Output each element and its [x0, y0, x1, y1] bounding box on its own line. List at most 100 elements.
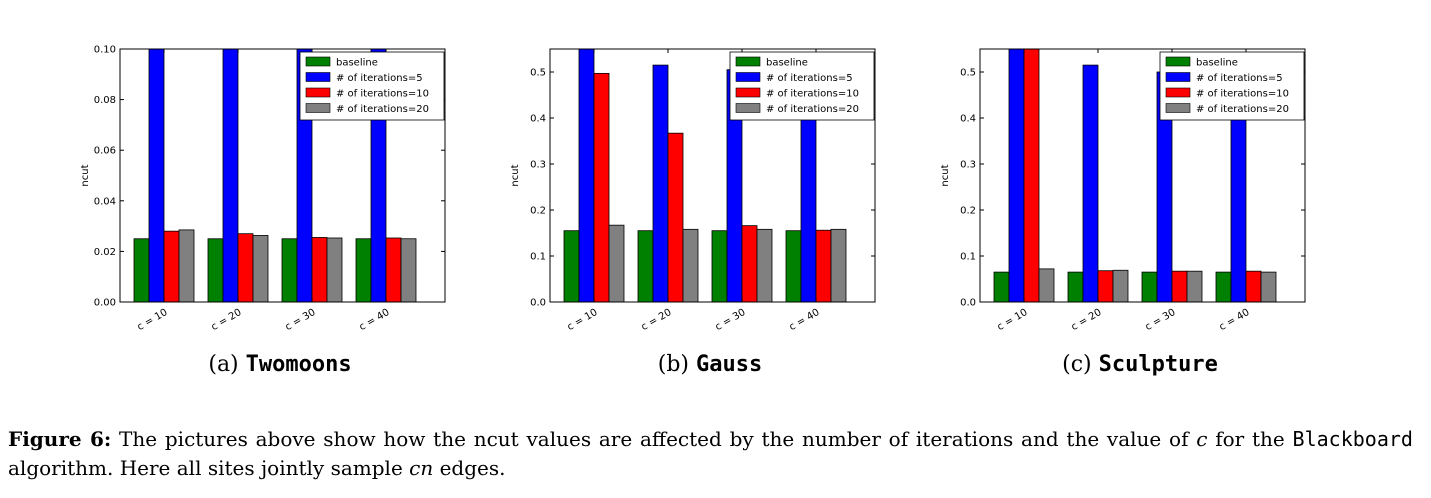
x-tick-label: c = 40 — [357, 307, 391, 333]
x-tick-label: c = 30 — [283, 307, 317, 333]
subcaption-label: (c) — [1062, 352, 1092, 377]
legend-swatch — [1165, 72, 1191, 82]
bar-chart-b: 0.0 0.1 0.2 0.3 0.4 0.5 c = 10 c = 20 c = 30 c = … — [510, 48, 876, 333]
y-tick-label: 0.00 — [94, 298, 116, 309]
y-tick-label: 0.0 — [960, 298, 976, 309]
x-tick-label: c = 20 — [209, 307, 243, 333]
bar--of-iterations-5-1 — [652, 64, 669, 302]
x-tick-label: c = 10 — [995, 307, 1029, 333]
caption-text: for the — [1207, 427, 1293, 451]
bar--of-iterations-20-2 — [326, 237, 343, 302]
x-tick-label: c = 10 — [135, 307, 169, 333]
bar--of-iterations-10-3 — [1245, 270, 1262, 302]
legend-label: # of iterations=10 — [336, 89, 429, 100]
legend-swatch — [735, 72, 761, 82]
x-tick-label: c = 20 — [639, 307, 673, 333]
x-tick-label: c = 30 — [713, 307, 747, 333]
y-tick-label: 0.08 — [94, 95, 116, 106]
bar--of-iterations-10-1 — [237, 233, 254, 302]
legend-label: baseline — [336, 58, 378, 69]
subcaption-name: Twomoons — [245, 352, 352, 377]
bar--of-iterations-20-0 — [608, 224, 625, 302]
bar--of-iterations-10-2 — [311, 237, 328, 302]
bar--of-iterations-10-1 — [1097, 270, 1114, 302]
bar--of-iterations-5-1 — [222, 49, 239, 302]
x-tick-label: c = 20 — [1069, 307, 1103, 333]
bar--of-iterations-20-3 — [1260, 271, 1277, 302]
bar--of-iterations-5-3 — [1230, 117, 1247, 302]
bar--of-iterations-5-0 — [1008, 49, 1025, 302]
bar--of-iterations-10-3 — [385, 237, 402, 302]
figure-caption: Figure 6: The pictures above show how th… — [8, 425, 1413, 483]
bar--of-iterations-10-1 — [667, 132, 684, 302]
chart-panel-b: 0.0 0.1 0.2 0.3 0.4 0.5 c = 10 c = 20 c = 30 c = … — [500, 30, 920, 360]
legend: baseline # of iterations=5 # of iterations… — [729, 51, 875, 121]
y-axis-label: ncut — [940, 164, 951, 186]
subcaption-label: (a) — [208, 352, 239, 377]
bar--of-iterations-20-2 — [756, 228, 773, 302]
legend-label: baseline — [1196, 58, 1238, 69]
y-tick-label: 0.1 — [960, 252, 976, 263]
x-tick-label: c = 10 — [565, 307, 599, 333]
legend-label: # of iterations=20 — [1196, 104, 1289, 115]
bar-baseline-2 — [711, 230, 728, 302]
bar--of-iterations-20-1 — [682, 228, 699, 302]
caption-variable: cn — [409, 456, 434, 480]
y-tick-label: 0.5 — [960, 68, 976, 79]
y-tick-label: 0.1 — [530, 252, 546, 263]
subcaption-c: (c) Sculpture — [930, 352, 1350, 377]
x-tick-label: c = 40 — [787, 307, 821, 333]
legend-swatch — [735, 87, 761, 98]
legend-swatch — [305, 72, 331, 82]
bar-baseline-3 — [355, 238, 372, 302]
legend-swatch — [305, 56, 331, 67]
legend-label: baseline — [766, 58, 808, 69]
bar--of-iterations-10-0 — [593, 72, 610, 302]
figure-label: Figure 6: — [8, 427, 112, 451]
y-tick-label: 0.06 — [94, 146, 116, 157]
legend-label: # of iterations=5 — [766, 73, 853, 84]
bar--of-iterations-20-0 — [1038, 268, 1055, 302]
bar-baseline-3 — [1215, 271, 1232, 302]
bar--of-iterations-5-3 — [800, 113, 817, 302]
y-tick-label: 0.10 — [94, 45, 116, 56]
bar-chart-c: 0.0 0.1 0.2 0.3 0.4 0.5 c = 10 c = 20 c = 30 c = … — [940, 48, 1306, 333]
legend-swatch — [1165, 87, 1191, 98]
x-tick-label: c = 30 — [1143, 307, 1177, 333]
y-axis-label: ncut — [510, 164, 521, 186]
bar-group — [563, 49, 847, 302]
legend-label: # of iterations=20 — [766, 104, 859, 115]
legend-label: # of iterations=10 — [1196, 89, 1289, 100]
legend-swatch — [305, 87, 331, 98]
subcaption-b: (b) Gauss — [500, 352, 920, 377]
bar-baseline-2 — [281, 238, 298, 302]
subcaption-a: (a) Twomoons — [70, 352, 490, 377]
bar-group — [993, 49, 1277, 302]
legend-label: # of iterations=5 — [1196, 73, 1283, 84]
chart-panel-a: 0.00 0.02 0.04 0.06 0.08 0.10 c = 10 c = 20 c = … — [70, 30, 490, 360]
bar--of-iterations-5-0 — [148, 49, 165, 302]
subcaption-name: Gauss — [696, 352, 763, 377]
bar--of-iterations-20-0 — [178, 229, 195, 302]
bar--of-iterations-20-2 — [1186, 270, 1203, 302]
bar--of-iterations-20-3 — [400, 238, 417, 302]
plot-frame — [979, 48, 1306, 303]
legend: baseline # of iterations=5 # of iterations… — [1159, 51, 1305, 121]
plot-frame — [119, 48, 446, 303]
legend-label: # of iterations=5 — [336, 73, 423, 84]
x-tick-label: c = 40 — [1217, 307, 1251, 333]
subcaption-name: Sculpture — [1098, 352, 1218, 377]
chart-panel-c: 0.0 0.1 0.2 0.3 0.4 0.5 c = 10 c = 20 c = 30 c = … — [930, 30, 1350, 360]
bar-baseline-1 — [207, 238, 224, 302]
bar-baseline-3 — [785, 230, 802, 302]
legend-label: # of iterations=10 — [766, 89, 859, 100]
caption-text: edges. — [433, 456, 506, 480]
y-tick-label: 0.3 — [530, 160, 546, 171]
caption-variable: c — [1196, 427, 1208, 451]
bar--of-iterations-5-0 — [578, 49, 595, 302]
legend-label: # of iterations=20 — [336, 104, 429, 115]
legend-swatch — [1165, 56, 1191, 67]
bar-baseline-1 — [1067, 271, 1084, 302]
bar--of-iterations-20-1 — [252, 235, 269, 302]
y-tick-label: 0.0 — [530, 298, 546, 309]
